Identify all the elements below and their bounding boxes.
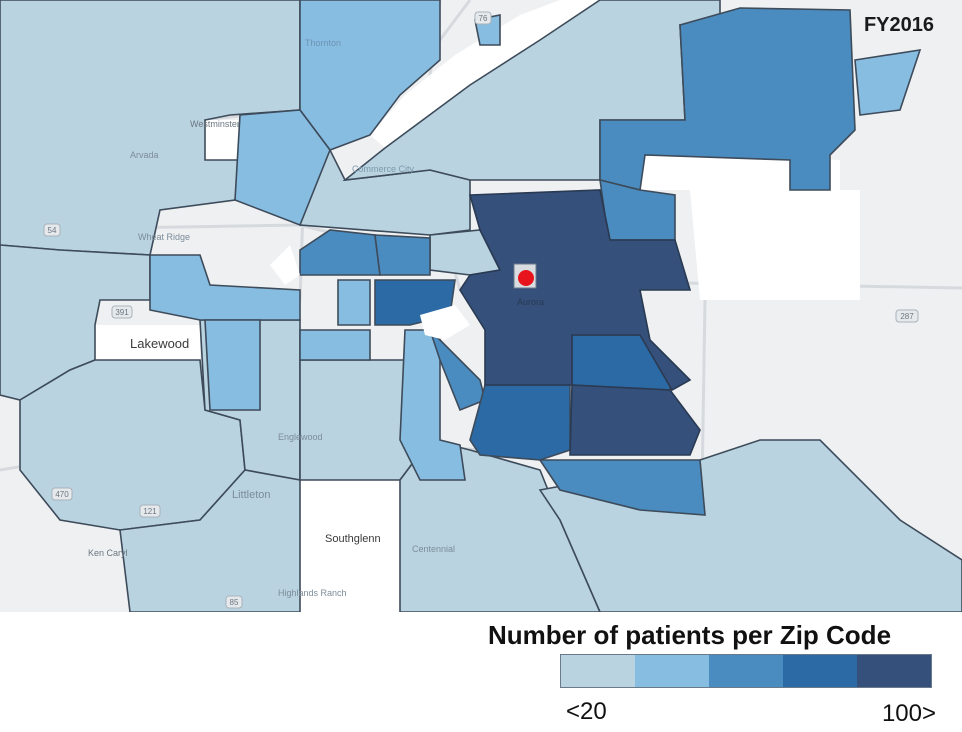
zip-region (234, 109, 331, 227)
zip-regions-level-3 (299, 7, 856, 516)
label-ken-caryl: Ken Caryl (88, 548, 128, 558)
shield-rt54: 54 (48, 226, 57, 235)
zip-region (429, 329, 486, 412)
label-littleton: Littleton (232, 489, 271, 501)
legend-swatch-3 (709, 655, 783, 687)
zip-region (0, 244, 151, 401)
shield-rt391: 391 (115, 308, 129, 317)
shield-i76: 76 (479, 14, 488, 23)
label-arvada: Arvada (130, 150, 159, 160)
legend-swatch-1 (561, 655, 635, 687)
shield-rt470: 470 (55, 490, 69, 499)
zip-region (599, 7, 856, 191)
label-westminster: Westminster (190, 119, 240, 129)
white-areas (95, 0, 860, 612)
zip-regions-level-2 (149, 0, 922, 481)
label-centennial: Centennial (412, 544, 455, 554)
white-cutouts (270, 245, 470, 340)
map-canvas: Lakewood Southglenn Littleton Aurora Tho… (0, 0, 962, 612)
zip-region (337, 279, 371, 326)
zip-region (374, 234, 431, 276)
legend-swatch-5 (857, 655, 931, 687)
label-lakewood: Lakewood (130, 336, 189, 351)
label-highlands-ranch: Highlands Ranch (278, 588, 347, 598)
white-parcel-lakewood (95, 325, 200, 360)
zip-region (469, 384, 571, 461)
river-corridor (370, 0, 600, 148)
white-parcel-east (640, 155, 860, 300)
legend-title: Number of patients per Zip Code (488, 620, 892, 650)
zip-region (854, 49, 922, 116)
legend: Number of patients per Zip Code <20 100> (0, 612, 962, 732)
shield-us287: 287 (900, 312, 914, 321)
zip-region (569, 384, 701, 456)
white-parcel-west (205, 120, 240, 160)
zip-region (204, 319, 261, 411)
label-thornton: Thornton (305, 38, 341, 48)
legend-swatch-4 (783, 655, 857, 687)
year-label: FY2016 (863, 14, 934, 36)
label-southglenn: Southglenn (325, 533, 381, 545)
label-aurora: Aurora (517, 297, 544, 307)
white-parcel-southglenn (300, 480, 400, 612)
zip-code-map: Lakewood Southglenn Littleton Aurora Tho… (0, 0, 962, 612)
label-englewood: Englewood (278, 432, 323, 442)
hospital-marker (518, 270, 534, 286)
shield-rt85: 85 (230, 598, 239, 607)
legend-max-label: 100> (881, 700, 936, 727)
zip-region (538, 459, 706, 516)
zip-regions-level-5 (459, 189, 701, 456)
white-cutout (420, 305, 470, 340)
legend-swatch-2 (635, 655, 709, 687)
zip-region (459, 189, 692, 392)
road-shields: 76 287 54 391 470 121 85 (43, 11, 919, 609)
white-cutout (270, 245, 300, 285)
legend-color-scale (560, 654, 932, 688)
zip-region (299, 329, 371, 361)
shield-rt121: 121 (143, 507, 157, 516)
label-wheat-ridge: Wheat Ridge (138, 232, 190, 242)
legend-min-label: <20 (566, 698, 607, 725)
zip-region (149, 254, 301, 321)
label-commerce-city: Commerce City (352, 164, 415, 174)
place-labels: Lakewood Southglenn Littleton Aurora Tho… (88, 38, 544, 598)
